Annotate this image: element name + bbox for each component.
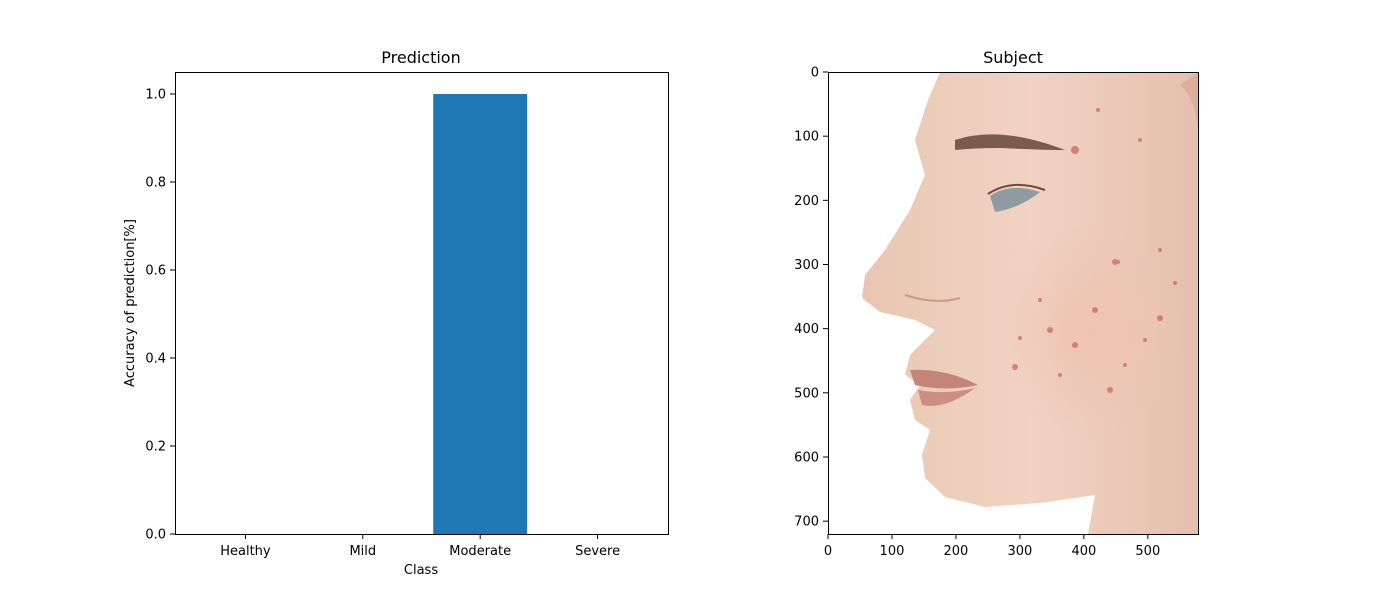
prediction-bar-chart: Prediction 0.0 0.2 0.4 0.6 0.8 1.0 Healthy Mil… xyxy=(123,48,669,578)
image-x-axis: 0 100 200 300 400 500 xyxy=(824,534,1160,559)
image-y-tick-label: 400 xyxy=(794,322,819,337)
image-y-axis: 0 100 200 300 400 500 600 700 xyxy=(794,66,828,530)
x-tick-label-moderate: Moderate xyxy=(449,544,511,559)
bar-chart-bars xyxy=(433,94,528,534)
image-x-tick-label: 100 xyxy=(880,544,905,559)
bar-chart-y-axis: 0.0 0.2 0.4 0.6 0.8 1.0 xyxy=(145,88,175,543)
subject-image-panel: Subject xyxy=(794,48,1199,559)
y-tick-label: 0.0 xyxy=(145,528,166,543)
bar-chart-title: Prediction xyxy=(381,48,460,67)
image-y-tick-label: 0 xyxy=(811,66,819,81)
bar-chart-x-axis: Healthy Mild Moderate Severe xyxy=(220,534,620,559)
image-y-tick-label: 200 xyxy=(794,194,819,209)
y-tick-label: 1.0 xyxy=(145,88,166,103)
x-tick-label-mild: Mild xyxy=(349,544,376,559)
image-x-tick-label: 0 xyxy=(824,544,832,559)
y-tick-label: 0.6 xyxy=(145,264,166,279)
bar-chart-frame xyxy=(175,72,669,535)
image-x-tick-label: 300 xyxy=(1007,544,1032,559)
image-y-tick-label: 300 xyxy=(794,258,819,273)
image-x-tick-label: 500 xyxy=(1135,544,1160,559)
bar-moderate xyxy=(433,94,528,534)
y-tick-label: 0.2 xyxy=(145,440,166,455)
image-y-tick-label: 500 xyxy=(794,386,819,401)
image-y-tick-label: 600 xyxy=(794,451,819,466)
image-x-tick-label: 200 xyxy=(944,544,969,559)
image-x-tick-label: 400 xyxy=(1071,544,1096,559)
x-tick-label-severe: Severe xyxy=(575,544,620,559)
image-y-tick-label: 100 xyxy=(794,130,819,145)
bar-chart-x-label: Class xyxy=(404,563,438,578)
x-tick-label-healthy: Healthy xyxy=(220,544,271,559)
subject-face-photo xyxy=(828,72,1199,534)
image-y-tick-label: 700 xyxy=(794,515,819,530)
y-tick-label: 0.4 xyxy=(145,352,166,367)
bar-chart-y-label: Accuracy of prediction[%] xyxy=(123,219,138,387)
image-title: Subject xyxy=(983,48,1043,67)
image-frame xyxy=(828,72,1199,535)
y-tick-label: 0.8 xyxy=(145,176,166,191)
